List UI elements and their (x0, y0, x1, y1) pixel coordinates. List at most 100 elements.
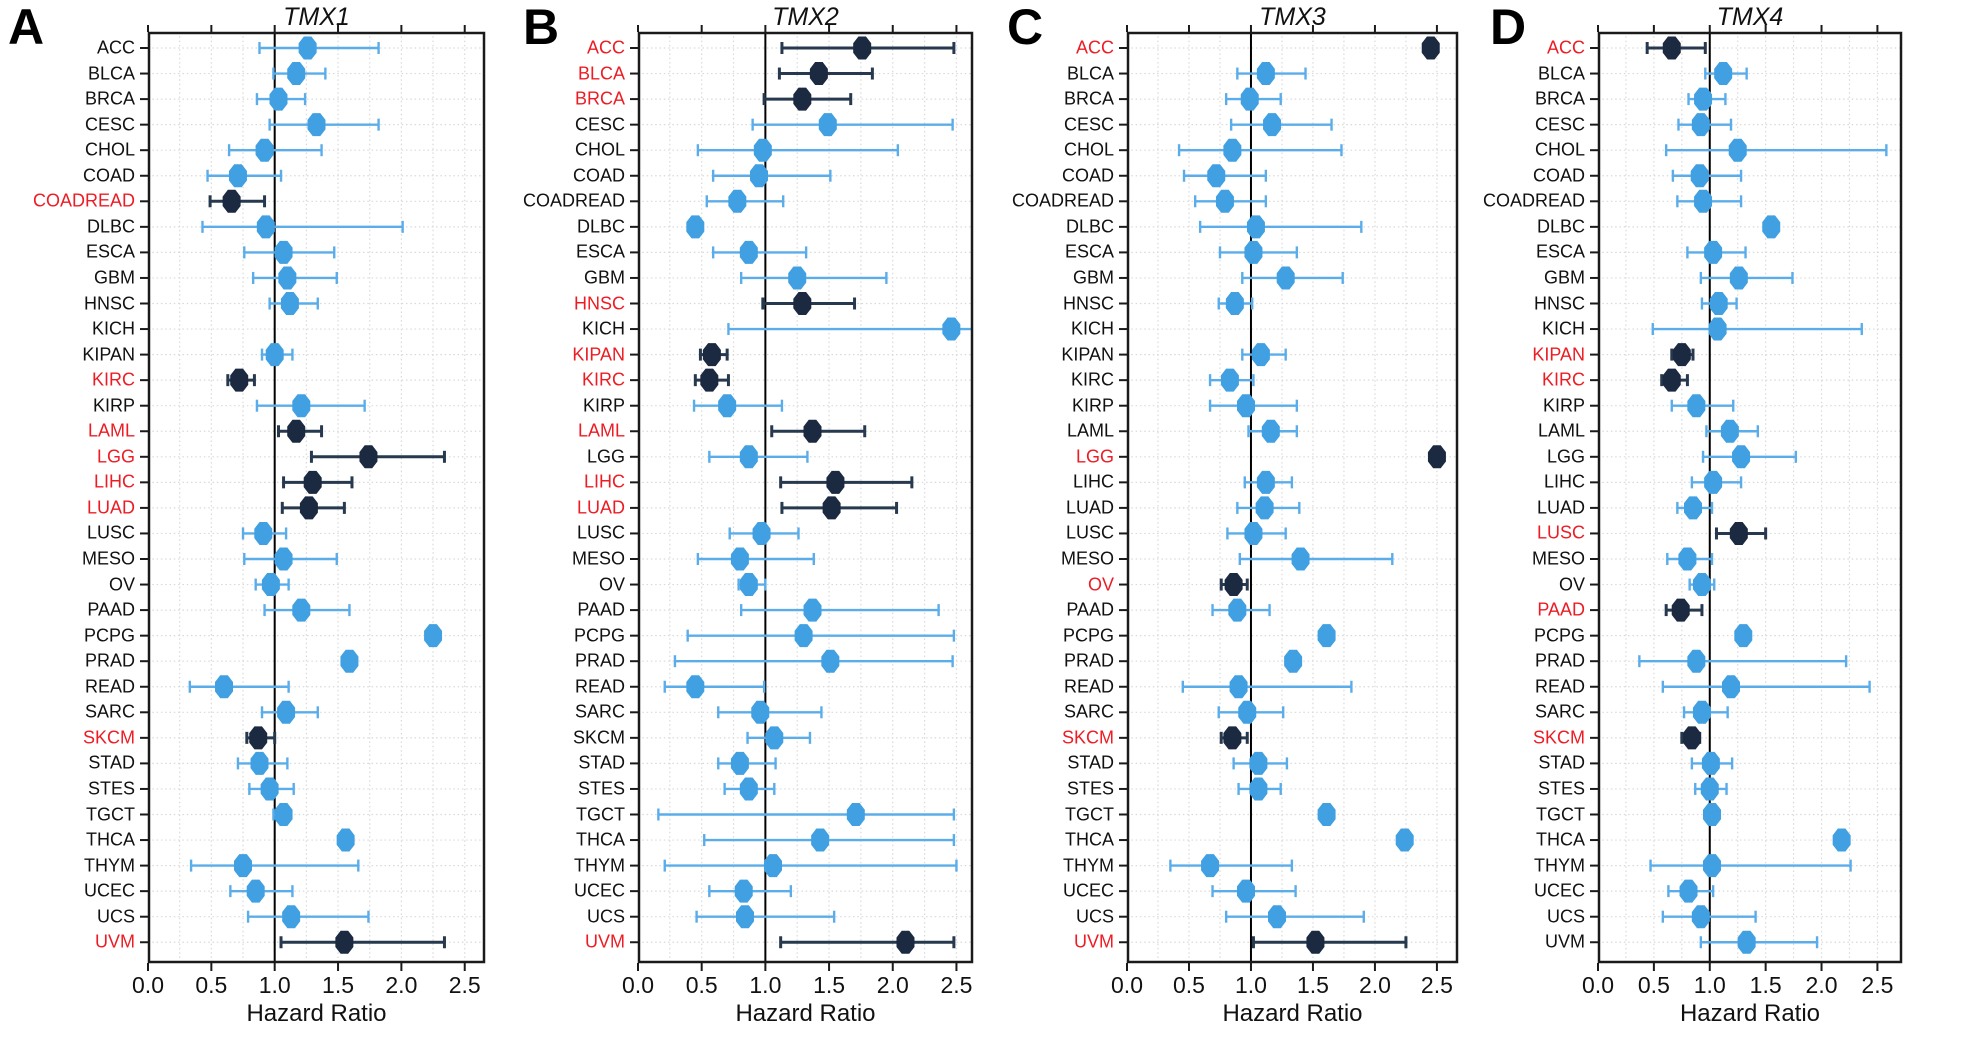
data-point-ACC (1421, 36, 1440, 60)
data-point-MESO (730, 547, 749, 571)
row-label-OV: OV (1558, 574, 1585, 595)
data-point-ESCA (1244, 240, 1263, 264)
data-point-BRCA (269, 87, 288, 111)
data-point-LAML (1261, 419, 1280, 443)
data-point-STES (260, 777, 279, 801)
row-label-LGG: LGG (586, 446, 625, 467)
row-label-PCPG: PCPG (1062, 625, 1114, 646)
data-point-THYM (1703, 854, 1721, 878)
data-point-THCA (336, 828, 355, 852)
data-point-PRAD (1284, 649, 1303, 673)
row-label-SARC: SARC (574, 701, 625, 722)
row-label-LAML: LAML (87, 420, 135, 441)
row-label-GBM: GBM (93, 267, 135, 288)
row-label-MESO: MESO (1060, 548, 1114, 569)
data-point-STAD (1701, 751, 1720, 775)
data-point-ACC (298, 36, 317, 60)
row-label-KIPAN: KIPAN (1061, 344, 1114, 365)
row-label-CESC: CESC (1534, 114, 1585, 135)
row-label-CESC: CESC (1063, 114, 1114, 135)
row-label-READ: READ (1063, 676, 1114, 697)
row-label-PRAD: PRAD (84, 650, 135, 671)
data-point-BLCA (809, 62, 828, 86)
row-label-UCEC: UCEC (573, 880, 625, 901)
plot-region-TMX2 (630, 25, 974, 971)
data-point-DLBC (1762, 215, 1781, 239)
row-label-TGCT: TGCT (576, 804, 625, 824)
row-label-KIRC: KIRC (1541, 369, 1585, 390)
row-label-BRCA: BRCA (84, 88, 135, 109)
plot-region-TMX1 (140, 25, 486, 971)
row-label-HNSC: HNSC (83, 293, 135, 313)
row-label-UCEC: UCEC (83, 880, 135, 901)
row-label-STAD: STAD (88, 752, 135, 773)
row-label-ACC: ACC (96, 37, 135, 58)
row-label-GBM: GBM (583, 267, 625, 288)
row-label-KIRC: KIRC (91, 369, 135, 390)
panel-letter-C: C (1007, 0, 1044, 55)
row-label-PRAD: PRAD (1534, 650, 1585, 671)
data-point-PRAD (821, 649, 840, 673)
data-point-ACC (1662, 36, 1681, 60)
row-label-SKCM: SKCM (82, 727, 135, 748)
data-point-PCPG (424, 624, 443, 648)
data-point-KIPAN (702, 343, 721, 367)
row-label-COAD: COAD (1532, 165, 1585, 186)
data-point-CESC (307, 113, 326, 137)
data-point-STAD (1249, 751, 1268, 775)
data-point-STAD (250, 751, 269, 775)
x-tick-label: 1.0 (1693, 972, 1726, 998)
data-point-UVM (1306, 930, 1325, 954)
row-label-PAAD: PAAD (1066, 599, 1114, 620)
data-point-LAML (1720, 419, 1739, 443)
row-label-OV: OV (598, 574, 625, 595)
row-label-DLBC: DLBC (1065, 216, 1114, 237)
data-point-GBM (788, 266, 807, 290)
data-point-LIHC (1256, 470, 1275, 494)
row-label-KIRP: KIRP (1542, 395, 1585, 416)
row-label-OV: OV (1087, 574, 1114, 595)
row-label-MESO: MESO (571, 548, 625, 569)
row-label-BLCA: BLCA (1066, 63, 1114, 84)
data-point-SARC (277, 700, 296, 724)
data-point-CHOL (1728, 138, 1747, 162)
panel-title-TMX4: TMX4 (1716, 3, 1784, 31)
x-tick-label: 1.5 (1296, 972, 1329, 998)
row-label-BLCA: BLCA (87, 63, 135, 84)
row-label-HNSC: HNSC (573, 293, 625, 313)
data-point-COAD (1207, 164, 1226, 188)
x-tick-label: 0.5 (195, 972, 228, 998)
data-point-UCEC (1237, 879, 1256, 903)
data-point-TGCT (274, 803, 293, 826)
data-point-LAML (803, 419, 822, 443)
row-label-KIRP: KIRP (92, 395, 135, 416)
row-label-BLCA: BLCA (1537, 63, 1585, 84)
row-label-MESO: MESO (81, 548, 135, 569)
row-label-COADREAD: COADREAD (1482, 190, 1585, 211)
row-label-UCS: UCS (586, 906, 625, 927)
row-label-COADREAD: COADREAD (522, 190, 625, 211)
row-label-SKCM: SKCM (1061, 727, 1114, 748)
x-tick-label: 2.5 (1861, 972, 1894, 998)
x-tick-label: 0.0 (1582, 972, 1614, 998)
data-point-LIHC (1704, 470, 1723, 494)
x-tick-label: 1.5 (1749, 972, 1782, 998)
row-label-DLBC: DLBC (576, 216, 625, 237)
data-point-PCPG (1317, 624, 1336, 648)
data-point-THYM (764, 854, 783, 878)
x-tick-label: 1.0 (258, 972, 291, 998)
row-label-KICH: KICH (581, 318, 625, 339)
row-label-STES: STES (87, 778, 135, 799)
row-label-READ: READ (574, 676, 625, 697)
row-label-LIHC: LIHC (93, 471, 135, 492)
row-label-GBM: GBM (1072, 267, 1114, 288)
plot-border (147, 31, 486, 964)
data-point-COADREAD (1215, 189, 1234, 213)
data-point-LAML (287, 419, 306, 443)
row-label-THCA: THCA (1065, 829, 1114, 850)
row-label-SARC: SARC (1534, 701, 1585, 722)
plot-border (1597, 31, 1903, 964)
row-label-THYM: THYM (1534, 855, 1585, 876)
data-point-SKCM (249, 726, 268, 750)
data-point-LGG (739, 445, 758, 469)
